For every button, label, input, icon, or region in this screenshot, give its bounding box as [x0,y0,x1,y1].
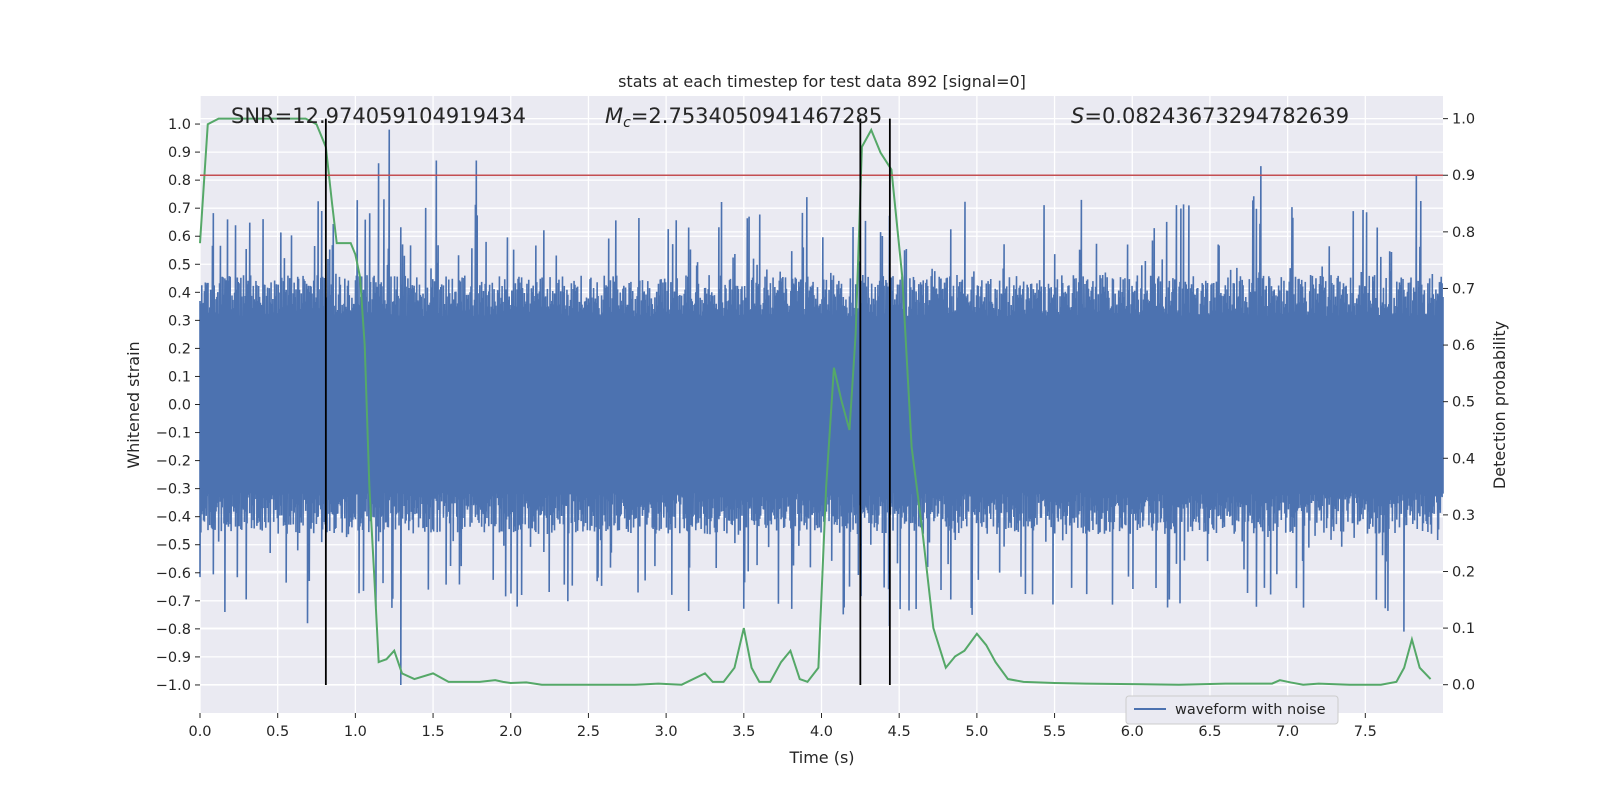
y-tick-label: 1.0 [168,117,191,133]
y-tick-label: 0.4 [168,285,191,301]
y-axis-label: Whitened strain [124,341,143,468]
chirp-mass-symbol: M [605,104,623,128]
y-tick-label: −0.4 [156,510,191,526]
y-tick-label: 0.3 [168,313,191,329]
overlay-lines [200,118,1443,685]
chirp-mass-subscript: c [623,115,631,131]
y-tick-label: −0.5 [156,538,191,554]
y2-tick-label: 0.0 [1452,678,1475,694]
x-tick-label: 7.5 [1354,724,1377,740]
x-tick-label: 2.5 [577,724,600,740]
y-tick-label: −0.8 [156,622,191,638]
y-tick-label: 0.1 [168,369,191,385]
x-tick-label: 6.5 [1198,724,1221,740]
y-tick-label: 0.9 [168,145,191,161]
y-tick-label: −0.7 [156,594,191,610]
y-tick-label: −0.9 [156,650,191,666]
y-tick-label: 0.6 [168,229,191,245]
y2-axis-label: Detection probability [1490,321,1509,489]
y2-tick-label: 0.3 [1452,508,1475,524]
y2-tick-label: 0.9 [1452,168,1475,184]
y-tick-label: −0.2 [156,454,191,470]
x-tick-label: 5.0 [965,724,988,740]
waveform-with-noise [199,129,1444,685]
y-tick-label: −1.0 [156,678,191,694]
x-tick-label: 1.0 [344,724,367,740]
x-tick-label: 7.0 [1276,724,1299,740]
detection-probability-line [199,117,1432,686]
y2-tick-label: 0.4 [1452,451,1475,467]
x-tick-label: 0.5 [266,724,289,740]
y-tick-label: 0.8 [168,173,191,189]
x-tick-label: 2.0 [499,724,522,740]
s-symbol: S [1071,104,1084,128]
y-tick-label: 0.5 [168,257,191,273]
y-tick-label: 0.2 [168,341,191,357]
x-tick-label: 5.5 [1043,724,1066,740]
x-tick-label: 3.5 [732,724,755,740]
y-tick-label: 0.0 [168,398,191,414]
y-tick-label: −0.6 [156,566,191,582]
chirp-mass-value: =2.7534050941467285 [631,104,882,128]
x-tick-label: 0.0 [188,724,211,740]
x-tick-label: 3.0 [655,724,678,740]
x-tick-label: 4.5 [888,724,911,740]
y-tick-label: 0.7 [168,201,191,217]
y2-tick-label: 0.7 [1452,281,1475,297]
x-tick-label: 1.5 [422,724,445,740]
detection-probability-series [199,117,1432,686]
x-tick-label: 4.0 [810,724,833,740]
y-tick-label: −0.1 [156,426,191,442]
chart-title: stats at each timestep for test data 892… [618,72,1026,91]
legend: waveform with noise [1125,695,1339,725]
axes: 0.0 0.5 1.0 1.5 2.0 2.5 3.0 3.5 4.0 4.5 5.0 5.5 6.0 6… [156,112,1475,740]
snr-annotation: SNR=12.974059104919434 [231,104,526,128]
y2-tick-label: 0.8 [1452,225,1475,241]
y-tick-label: −0.3 [156,482,191,498]
y2-tick-label: 0.2 [1452,564,1475,580]
waveform-line [199,129,1444,685]
y2-tick-label: 1.0 [1452,112,1475,128]
x-axis-label: Time (s) [788,748,854,767]
x-tick-label: 6.0 [1121,724,1144,740]
y2-tick-label: 0.5 [1452,395,1475,411]
legend-label: waveform with noise [1175,702,1326,718]
legend-box [1125,695,1339,725]
chirp-mass-annotation: Mc=2.7534050941467285 [605,104,882,131]
s-value: =0.08243673294782639 [1084,104,1349,128]
y2-tick-label: 0.1 [1452,621,1475,637]
s-annotation: S=0.08243673294782639 [1071,104,1349,128]
y2-tick-label: 0.6 [1452,338,1475,354]
